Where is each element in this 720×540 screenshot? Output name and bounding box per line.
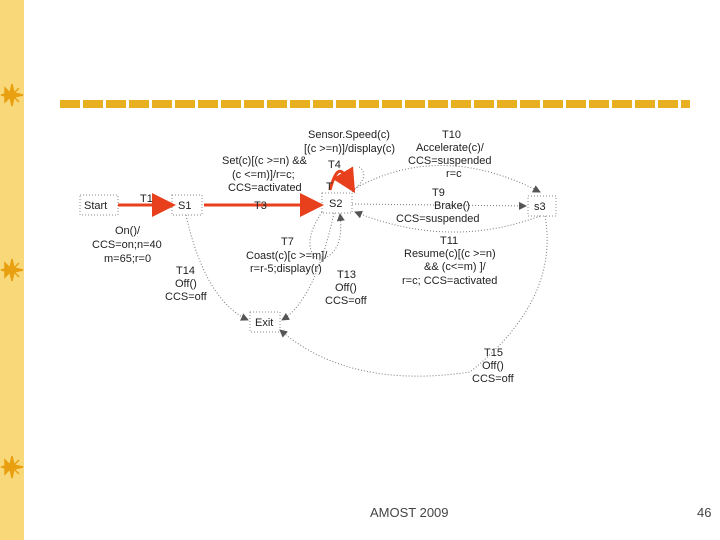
transition-t5-label-line: Sensor.Speed(c) xyxy=(308,129,390,141)
transition-t11-label-line: && (c<=m) ]/ xyxy=(424,261,487,273)
transition-t13-label-line: CCS=off xyxy=(325,295,368,307)
transition-t7-label-line: Coast(c)[c >=m]/ xyxy=(246,250,328,262)
star-icon xyxy=(0,258,24,282)
highlight-arrow-t4 xyxy=(328,166,356,194)
title-rule xyxy=(60,100,690,108)
state-exit-box xyxy=(249,311,281,333)
transition-t13-label-line: Off() xyxy=(335,282,357,294)
transition-t11-label-line: Resume(c)[(c >=n) xyxy=(404,248,496,260)
transition-t9-edge xyxy=(351,201,527,210)
transition-t13-edge xyxy=(281,212,335,321)
transition-t15-label-line: T15 xyxy=(484,347,503,359)
transition-t10-label-line: Accelerate(c)/ xyxy=(416,142,485,154)
page-number: 46 xyxy=(697,505,712,520)
transition-t14-label-line: T14 xyxy=(176,265,195,277)
transition-t10-label-line: CCS=suspended xyxy=(408,155,491,167)
transition-t14-label-line: Off() xyxy=(175,278,197,290)
transition-t13-label-line: T13 xyxy=(337,269,356,281)
state-s2: S2 xyxy=(329,198,342,210)
transition-on-label-line: On()/ xyxy=(115,225,141,237)
transition-t14-label-line: CCS=off xyxy=(165,291,208,303)
star-icon xyxy=(0,455,24,479)
transition-t15-label-line: Off() xyxy=(482,360,504,372)
transition-t9-label-line: CCS=suspended xyxy=(396,213,479,225)
transition-t10-edge xyxy=(351,165,541,193)
transition-t6-label-line: Set(c)[(c >=n) && xyxy=(222,155,308,167)
transition-t6-label-line: (c <=m)]/r=c; xyxy=(232,169,295,181)
transition-t4-label: T4 xyxy=(328,159,341,171)
state-s3: s3 xyxy=(534,201,546,213)
transition-t4-label-fragment: T xyxy=(326,181,333,193)
transition-on-label-line: m=65;r=0 xyxy=(104,253,151,265)
transition-t9-label-line: Brake() xyxy=(434,200,470,212)
transition-t14-edge xyxy=(185,214,249,321)
state-exit: Exit xyxy=(255,317,273,329)
transition-t15-label-line: CCS=off xyxy=(472,373,515,385)
state-start: Start xyxy=(84,200,107,212)
footer-conference: AMOST 2009 xyxy=(370,505,449,520)
star-icon xyxy=(0,83,24,107)
transition-on-label-line: CCS=on;n=40 xyxy=(92,239,162,251)
transition-t7-label-line: r=r-5;display(r) xyxy=(250,263,322,275)
transition-t5-edge xyxy=(351,165,365,193)
transition-t5-label-line: [(c >=n)]/display(c) xyxy=(304,143,395,155)
transition-t9-label-line: T9 xyxy=(432,187,445,199)
transition-t11-edge xyxy=(354,210,541,233)
transition-t11-label-line: r=c; CCS=activated xyxy=(402,275,497,287)
transition-t1-label: T1 xyxy=(140,193,153,205)
transition-t15-edge xyxy=(279,215,548,377)
transition-t3-label: T3 xyxy=(254,200,267,212)
transition-t6-label-line: CCS=activated xyxy=(228,182,302,194)
transition-t10-label-line: r=c xyxy=(446,168,462,180)
transition-t10-label-line: T10 xyxy=(442,129,461,141)
transition-t7-label-line: T7 xyxy=(281,236,294,248)
state-s1: S1 xyxy=(178,200,191,212)
transition-t11-label-line: T11 xyxy=(440,235,458,247)
